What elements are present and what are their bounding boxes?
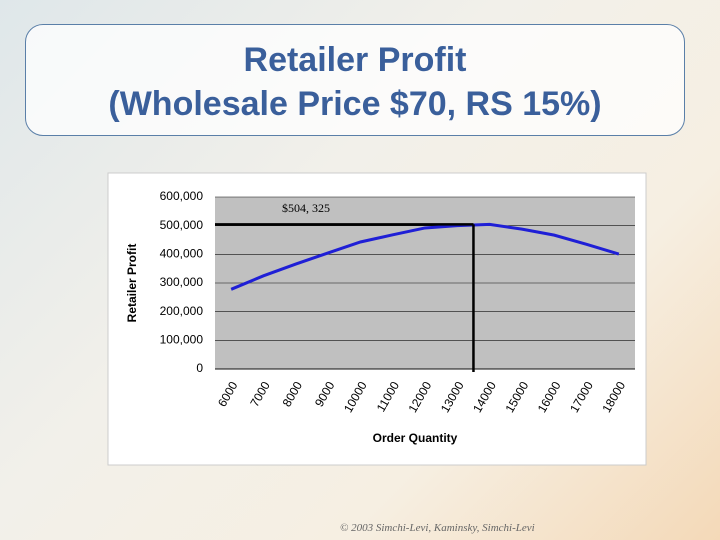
footer: © 2003 Simchi-Levi, Kaminsky, Simchi-Lev… — [340, 522, 535, 534]
annotation-label: $504, 325 — [282, 201, 330, 215]
y-tick-label: 200,000 — [160, 304, 204, 318]
y-tick-label: 500,000 — [160, 218, 204, 232]
y-tick-label: 300,000 — [160, 275, 204, 289]
title-box: Retailer Profit (Wholesale Price $70, RS… — [25, 24, 685, 136]
y-tick-label: 400,000 — [160, 247, 204, 261]
y-tick-label: 0 — [196, 361, 203, 375]
x-axis-label: Order Quantity — [373, 431, 458, 445]
y-tick-label: 600,000 — [160, 189, 204, 203]
subtitle: (Wholesale Price $70, RS 15%) — [108, 85, 602, 123]
line — [230, 222, 620, 291]
y-tick-label: 100,000 — [160, 333, 204, 347]
y-axis-label: Retailer Profit — [125, 244, 139, 323]
title: Retailer Profit — [243, 41, 467, 79]
